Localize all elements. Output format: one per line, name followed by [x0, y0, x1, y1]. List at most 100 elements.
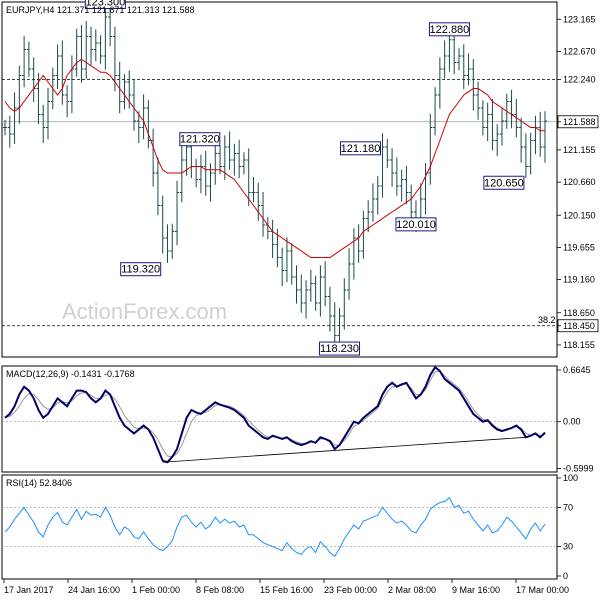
annotation-box — [179, 132, 221, 147]
candle — [122, 74, 127, 110]
candle — [485, 102, 490, 142]
macd-tick-label: 0.00 — [563, 417, 581, 427]
candle — [175, 180, 180, 246]
candle — [284, 237, 289, 283]
annotation-text: 121.320 — [180, 134, 220, 146]
candle — [342, 278, 347, 330]
x-tick-label: 17 Mar 00:00 — [516, 585, 569, 595]
x-tick-label: 24 Jan 16:00 — [68, 585, 120, 595]
annotation-box — [395, 217, 437, 232]
rsi-tick-label: 100 — [563, 473, 578, 483]
price-annotation: 121.320 — [179, 132, 221, 147]
candle — [170, 223, 175, 259]
annotation-box — [340, 141, 382, 156]
candle — [495, 124, 500, 157]
rsi-line — [4, 496, 546, 558]
candle — [370, 183, 375, 222]
candle — [160, 195, 165, 254]
candle — [528, 132, 533, 175]
candle — [46, 87, 51, 140]
price-tick-label: 122.240 — [563, 74, 596, 84]
x-tick-label: 15 Feb 16:00 — [260, 585, 313, 595]
price-tick-label: 120.150 — [563, 210, 596, 220]
candle — [394, 157, 399, 196]
annotation-text: 123.300 — [85, 0, 125, 9]
candle — [41, 104, 46, 144]
macd-label: MACD(12,26,9) -0.1431 -0.1768 — [6, 369, 135, 379]
candle — [466, 53, 471, 86]
price-tick-label: 118.450 — [563, 321, 595, 331]
candle — [103, 5, 108, 70]
candle — [227, 131, 232, 170]
candle — [327, 286, 332, 332]
annotation-box — [428, 22, 470, 37]
candle — [304, 280, 309, 319]
candle — [65, 85, 70, 118]
candle — [442, 40, 447, 79]
candle — [79, 24, 84, 83]
x-tick-label: 8 Feb 08:00 — [196, 585, 244, 595]
candle — [98, 35, 103, 64]
price-layer: 38.2 123.300 121.320 119.320 118.230 121.180 1… — [2, 0, 557, 356]
candle — [7, 115, 12, 148]
price-annotation: 120.010 — [395, 217, 437, 232]
candle — [155, 157, 160, 216]
annotation-text: 120.010 — [396, 219, 436, 231]
candle — [261, 191, 266, 237]
candle — [141, 94, 146, 140]
price-tick-label: 120.660 — [563, 177, 596, 187]
candle — [93, 29, 98, 62]
candle — [299, 274, 304, 313]
annotation-box — [483, 175, 525, 190]
candle — [404, 165, 409, 205]
candle — [461, 44, 466, 90]
price-tick-label: 123.165 — [563, 14, 596, 24]
candle — [409, 184, 414, 220]
rsi-tick-label: 30 — [563, 542, 573, 552]
candle — [22, 35, 27, 88]
candle — [318, 265, 323, 317]
candle — [256, 182, 261, 222]
candle — [55, 44, 60, 90]
watermark: ActionForex.com — [62, 299, 227, 324]
macd-tick-label: -0.5999 — [563, 463, 594, 473]
candle — [60, 40, 65, 105]
candle — [456, 48, 461, 71]
price-tick-label: 121.588 — [563, 117, 596, 127]
macd-panel-frame — [1, 365, 558, 473]
candle — [112, 26, 117, 92]
candle — [213, 139, 218, 185]
candle — [74, 28, 79, 77]
candle — [313, 275, 318, 311]
price-annotation: 123.300 — [84, 0, 126, 9]
macd-tick-label: 0.6645 — [563, 365, 591, 375]
annotation-box — [120, 262, 162, 277]
candle — [294, 265, 299, 304]
price-tick-label: 119.160 — [563, 275, 595, 285]
candle — [332, 302, 337, 348]
candle — [323, 261, 328, 307]
candle — [246, 148, 251, 207]
candle — [480, 100, 485, 136]
candle — [84, 20, 89, 79]
annotation-text: 121.180 — [341, 143, 381, 155]
candle — [237, 139, 242, 179]
candle — [380, 133, 385, 198]
candle — [351, 228, 356, 280]
candle — [490, 98, 495, 151]
candle — [347, 248, 352, 300]
candle — [89, 26, 94, 66]
price-tick-label: 118.650 — [563, 308, 595, 318]
price-annotation: 120.650 — [483, 175, 525, 190]
moving-average-line — [4, 58, 545, 258]
candle — [399, 169, 404, 202]
candle — [117, 61, 122, 114]
annotation-text: 120.650 — [484, 177, 524, 189]
candle — [337, 308, 342, 344]
x-tick-label: 1 Feb 00:00 — [132, 585, 180, 595]
annotation-text: 122.880 — [430, 24, 470, 36]
price-annotation: 122.880 — [428, 22, 470, 37]
macd-line — [4, 365, 546, 464]
candle — [543, 111, 547, 163]
